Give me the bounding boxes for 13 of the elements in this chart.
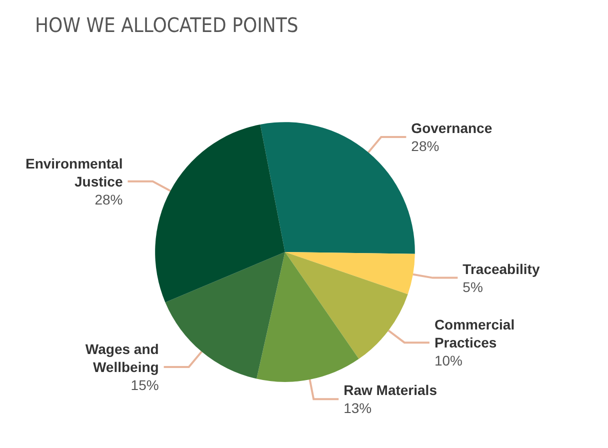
data-label: 28% xyxy=(94,191,123,208)
slice-label: Environmental Justice xyxy=(25,155,123,190)
slice-label: Commercial Practices xyxy=(434,316,515,351)
data-label: 15% xyxy=(130,377,159,393)
data-label: 5% xyxy=(462,278,483,295)
slice-label: Governance xyxy=(411,120,492,136)
data-label: 10% xyxy=(434,352,462,369)
data-label: 13% xyxy=(344,400,372,416)
data-label: 28% xyxy=(411,138,440,154)
slice-label: Traceability xyxy=(462,260,540,277)
slice-label: Wages and Wellbeing xyxy=(85,341,159,375)
chart-title: HOW WE ALLOCATED POINTS xyxy=(35,13,298,37)
slice-label: Raw Materials xyxy=(344,382,438,398)
